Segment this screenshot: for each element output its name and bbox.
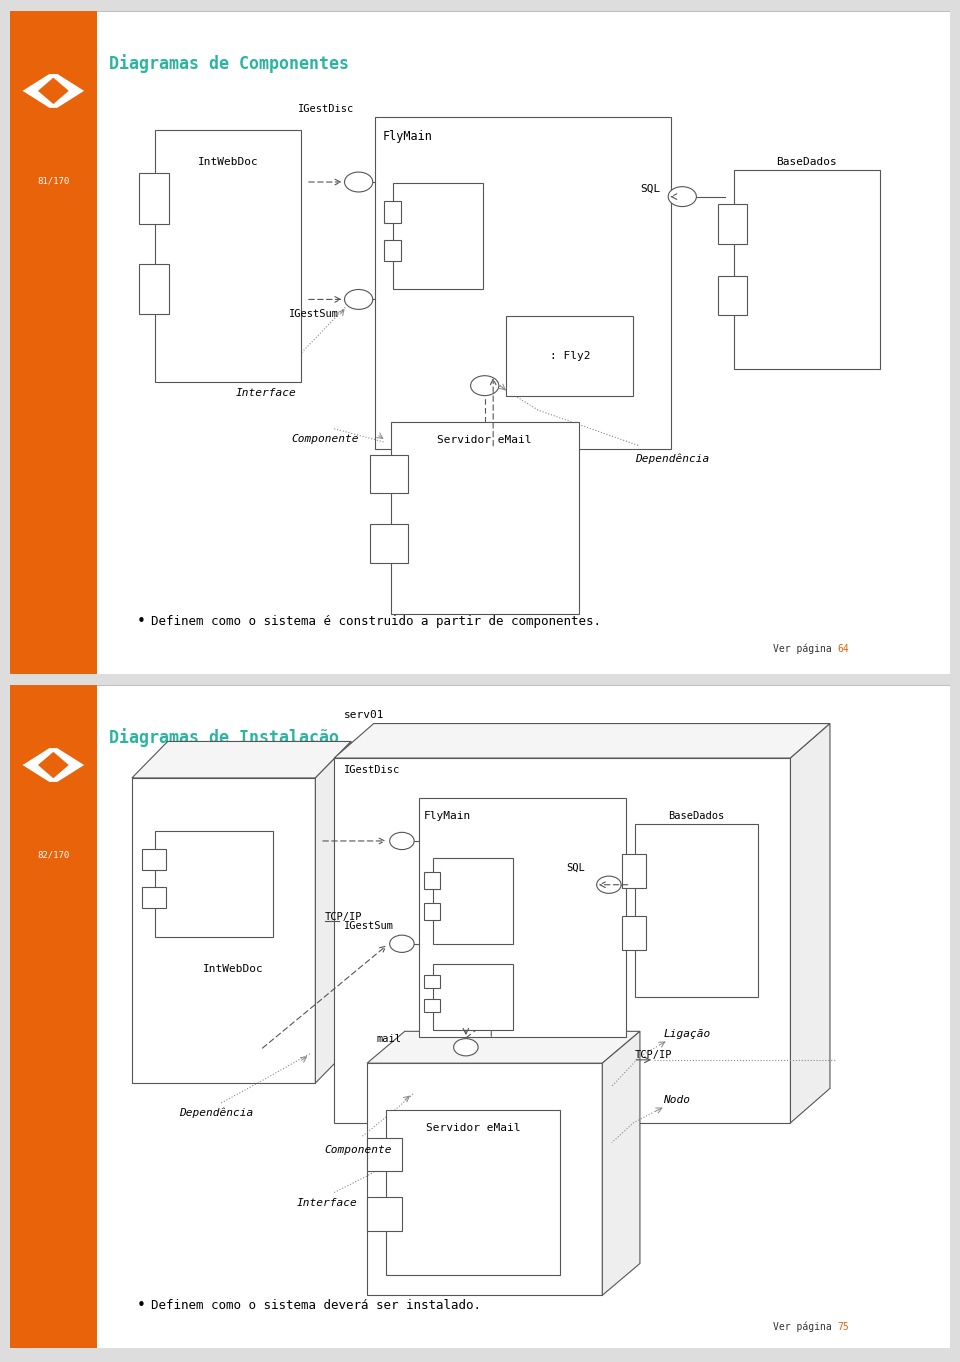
- Circle shape: [454, 1039, 478, 1056]
- Circle shape: [390, 832, 414, 850]
- Bar: [132, 778, 315, 1083]
- Text: •: •: [136, 614, 146, 629]
- Bar: [424, 975, 440, 989]
- Bar: [374, 117, 671, 448]
- Bar: [334, 759, 790, 1122]
- Bar: [433, 858, 513, 944]
- Text: IGestSum: IGestSum: [289, 309, 339, 319]
- Bar: [139, 264, 169, 315]
- Text: IntWebDoc: IntWebDoc: [198, 157, 258, 166]
- Bar: [370, 524, 408, 563]
- Text: SQL: SQL: [640, 184, 660, 193]
- Polygon shape: [790, 723, 830, 1122]
- Text: Servidor eMail: Servidor eMail: [438, 436, 532, 445]
- Text: FlyMain: FlyMain: [423, 812, 470, 821]
- Circle shape: [345, 172, 372, 192]
- Circle shape: [597, 876, 621, 893]
- Text: SQL: SQL: [566, 864, 586, 873]
- Text: mail: mail: [376, 1034, 401, 1043]
- Polygon shape: [22, 74, 58, 108]
- Text: IGestDisc: IGestDisc: [344, 764, 399, 775]
- Bar: [433, 964, 513, 1030]
- Bar: [367, 1197, 401, 1231]
- Bar: [424, 998, 440, 1012]
- Text: IGestDisc: IGestDisc: [299, 104, 354, 113]
- Bar: [394, 184, 483, 290]
- Bar: [139, 173, 169, 223]
- Text: Componente: Componente: [324, 1144, 393, 1155]
- Bar: [10, 685, 97, 1348]
- Text: IGestSum: IGestSum: [344, 921, 394, 930]
- Circle shape: [668, 187, 696, 207]
- Bar: [622, 915, 646, 951]
- Text: TCP/IP: TCP/IP: [324, 913, 362, 922]
- Text: 81/170: 81/170: [37, 177, 69, 185]
- Text: : Fly2: : Fly2: [549, 351, 590, 361]
- Text: Servidor eMail: Servidor eMail: [425, 1122, 520, 1133]
- Polygon shape: [132, 741, 351, 778]
- Bar: [734, 170, 879, 369]
- Text: BaseDados: BaseDados: [777, 157, 837, 166]
- Bar: [622, 854, 646, 888]
- Bar: [10, 11, 97, 674]
- Bar: [424, 872, 440, 889]
- Text: Ligação: Ligação: [663, 1028, 710, 1039]
- Polygon shape: [602, 1031, 640, 1295]
- Polygon shape: [334, 723, 830, 759]
- Text: Ver página: Ver página: [773, 644, 837, 654]
- Text: BaseDados: BaseDados: [668, 810, 725, 821]
- Bar: [506, 316, 634, 395]
- Bar: [386, 1110, 560, 1275]
- Text: Interface: Interface: [235, 388, 296, 398]
- Text: Interface: Interface: [297, 1197, 357, 1208]
- Text: Definem como o sistema é construido a partir de componentes.: Definem como o sistema é construido a pa…: [151, 614, 601, 628]
- Text: Nodo: Nodo: [663, 1095, 690, 1105]
- Bar: [142, 849, 166, 870]
- Text: serv01: serv01: [344, 710, 384, 720]
- Bar: [367, 1064, 602, 1295]
- Text: Ver página: Ver página: [773, 1321, 837, 1332]
- Circle shape: [470, 376, 499, 395]
- Bar: [384, 202, 401, 222]
- Text: Diagramas de Instalação: Diagramas de Instalação: [109, 729, 339, 748]
- Bar: [419, 798, 626, 1036]
- Bar: [636, 824, 757, 997]
- Bar: [142, 887, 166, 908]
- Polygon shape: [22, 748, 58, 782]
- Text: Dependência: Dependência: [179, 1107, 253, 1118]
- Text: IntWebDoc: IntWebDoc: [203, 964, 263, 974]
- Bar: [718, 275, 747, 316]
- Bar: [424, 903, 440, 921]
- Text: Diagramas de Componentes: Diagramas de Componentes: [109, 54, 349, 74]
- Bar: [384, 240, 401, 262]
- Polygon shape: [49, 748, 84, 782]
- Text: •: •: [136, 1298, 146, 1313]
- Bar: [370, 455, 408, 493]
- Bar: [367, 1137, 401, 1171]
- Text: 64: 64: [837, 644, 850, 654]
- Bar: [156, 831, 273, 937]
- Circle shape: [390, 936, 414, 952]
- Polygon shape: [49, 74, 84, 108]
- Bar: [391, 422, 579, 614]
- Bar: [718, 204, 747, 244]
- Text: Dependência: Dependência: [636, 454, 709, 464]
- Bar: [156, 131, 301, 383]
- Text: TCP/IP: TCP/IP: [636, 1050, 673, 1060]
- Text: Componente: Componente: [292, 434, 359, 444]
- Circle shape: [345, 290, 372, 309]
- Text: 75: 75: [837, 1321, 850, 1332]
- Polygon shape: [367, 1031, 640, 1064]
- Text: 82/170: 82/170: [37, 851, 69, 859]
- Text: FlyMain: FlyMain: [382, 131, 432, 143]
- Polygon shape: [315, 741, 351, 1083]
- Text: Definem como o sistema deverá ser instalado.: Definem como o sistema deverá ser instal…: [151, 1299, 481, 1312]
